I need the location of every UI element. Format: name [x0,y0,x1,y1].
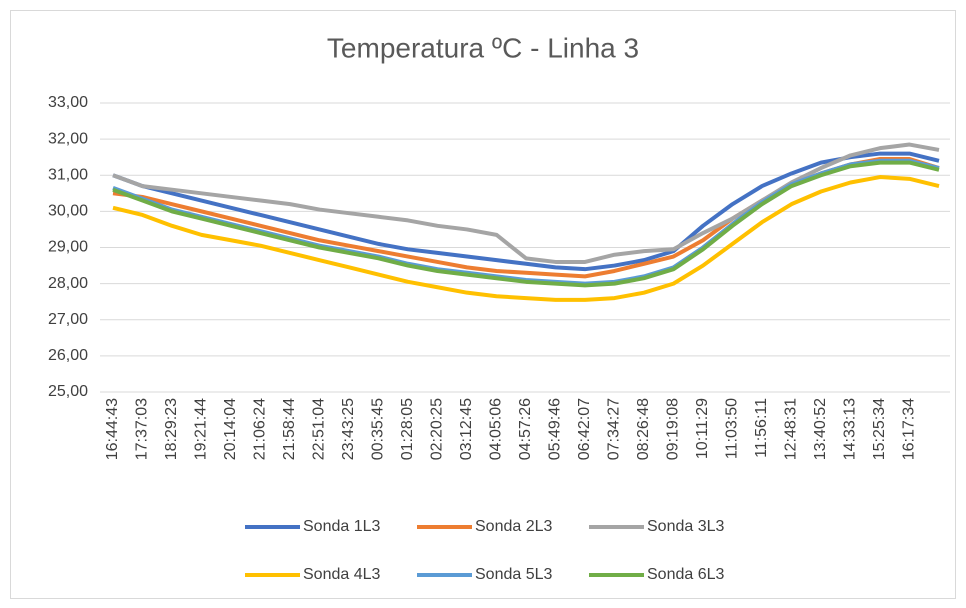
x-tick-label: 06:42:07 [576,398,593,460]
y-tick-label: 28,00 [48,275,88,292]
y-tick-label: 30,00 [48,203,88,220]
x-tick-label: 11:56:11 [753,398,770,458]
y-tick-label: 33,00 [48,94,88,111]
series-line [112,175,940,302]
legend-label: Sonda 6L3 [647,566,725,583]
x-tick-label: 02:20:25 [429,398,446,460]
x-tick-label: 01:28:05 [399,398,416,460]
x-tick-label: 04:57:26 [517,398,534,460]
legend-label: Sonda 5L3 [475,566,553,583]
legend-label: Sonda 4L3 [303,566,381,583]
series-line [112,160,940,288]
chart-border [10,10,956,599]
x-tick-label: 05:49:46 [547,398,564,460]
x-tick-label: 19:21:44 [193,398,210,460]
legend-label: Sonda 1L3 [303,518,381,535]
y-tick-label: 29,00 [48,239,88,256]
x-tick-label: 15:25:34 [871,398,888,460]
x-tick-label: 16:44:43 [104,398,121,460]
chart-title: Temperatura ºC - Linha 3 [327,32,639,63]
series-line [112,142,940,264]
x-tick-label: 16:17:34 [901,398,918,460]
y-tick-label: 26,00 [48,347,88,364]
x-tick-label: 23:43:25 [340,398,357,460]
x-tick-label: 09:19:08 [665,398,682,460]
x-tick-label: 08:26:48 [635,398,652,460]
x-tick-label: 07:34:27 [606,398,623,460]
x-tick-label: 12:48:31 [783,398,800,460]
x-tick-label: 14:33:13 [842,398,859,460]
series-line [112,151,940,272]
x-tick-label: 21:06:24 [252,398,269,460]
y-tick-label: 27,00 [48,311,88,328]
y-tick-label: 31,00 [48,166,88,183]
legend-label: Sonda 2L3 [475,518,553,535]
x-tick-label: 20:14:04 [222,398,239,460]
x-tick-label: 17:37:03 [134,398,151,460]
x-tick-label: 13:40:52 [812,398,829,460]
x-tick-label: 00:35:45 [370,398,387,460]
x-tick-label: 18:29:23 [163,398,180,460]
x-tick-label: 04:05:06 [488,398,505,460]
x-tick-label: 10:11:29 [694,398,711,459]
y-tick-label: 25,00 [48,383,88,400]
x-tick-label: 03:12:45 [458,398,475,460]
y-tick-label: 32,00 [48,130,88,147]
legend-label: Sonda 3L3 [647,518,725,535]
x-tick-label: 22:51:04 [311,398,328,460]
x-tick-label: 21:58:44 [281,398,298,460]
x-tick-label: 11:03:50 [724,398,741,459]
